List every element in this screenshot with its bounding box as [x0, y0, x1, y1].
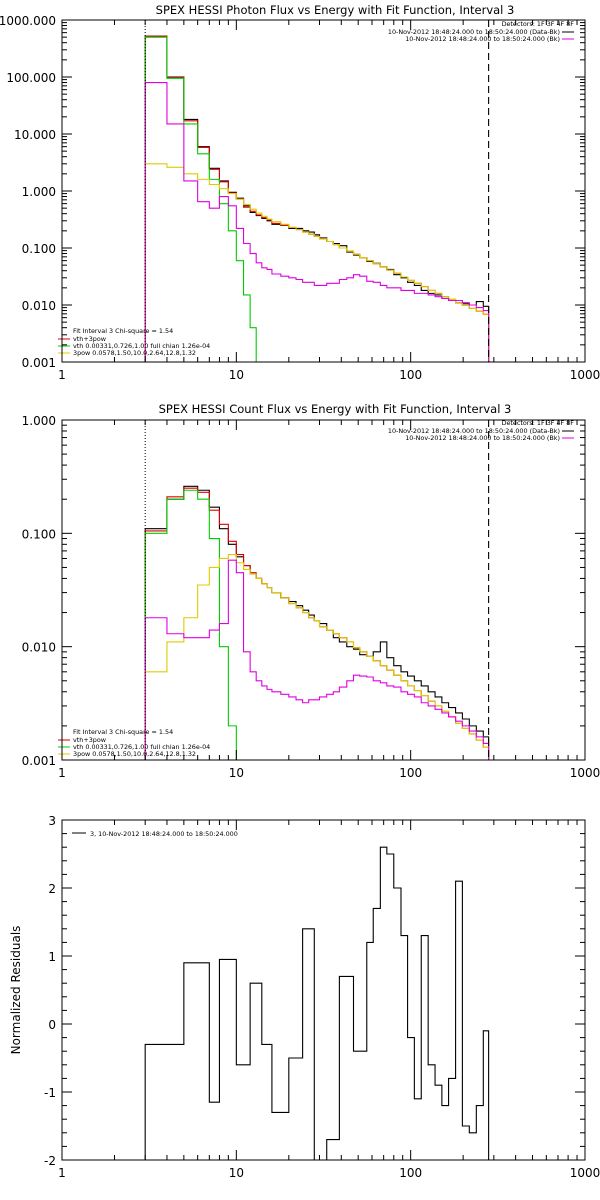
count-fit-legend-entry: vth+3pow — [58, 736, 106, 744]
count-header-legend-entry: 10-Nov-2012 18:48:24.000 to 18:50:24.000… — [405, 434, 574, 442]
count-fit-legend-title: Fit Interval 3 Chi-square = 1.54 — [73, 728, 173, 736]
residuals-x-tick-label: 100 — [399, 1166, 422, 1180]
photon-header-legend-entry: 10-Nov-2012 18:48:24.000 to 18:50:24.000… — [405, 35, 574, 43]
photon-header-legend-entry: 10-Nov-2012 18:48:24.000 to 18:50:24.000… — [388, 28, 574, 36]
count-fit-legend-entry: 3pow 0.0578,1.50,10.0,2.64,12.8,1.32 — [58, 750, 196, 758]
photon-y-tick-label: 1000.000 — [0, 14, 56, 28]
count-chart-title: SPEX HESSI Count Flux vs Energy with Fit… — [159, 402, 512, 416]
residuals-y-tick-label: 1 — [48, 950, 56, 964]
residuals-legend-entry: 3, 10-Nov-2012 18:48:24.000 to 18:50:24.… — [72, 830, 238, 838]
photon-series-3pow — [144, 163, 490, 362]
photon-detectors-label: Detectors: 1F 3F 4F 8F — [502, 20, 575, 28]
photon-fit-legend-entry: vth 0.00331,0.726,1.00 full chian 1.26e-… — [58, 342, 210, 350]
photon-axes-frame — [61, 19, 586, 363]
count-y-tick-label: 0.010 — [22, 641, 56, 655]
photon-flux-panel: SPEX HESSI Photon Flux vs Energy with Fi… — [0, 3, 600, 382]
count-header-legend-data-label: 10-Nov-2012 18:48:24.000 to 18:50:24.000… — [388, 427, 560, 435]
count-x-tick-label: 1 — [58, 766, 66, 780]
count-series-bk — [144, 559, 490, 760]
count-flux-panel: SPEX HESSI Count Flux vs Energy with Fit… — [22, 402, 600, 780]
residuals-y-tick-label: 0 — [48, 1018, 56, 1032]
residuals-y-tick-label: 3 — [48, 814, 56, 828]
residuals-x-tick-label: 1 — [58, 1166, 66, 1180]
photon-header-legend-bk-label: 10-Nov-2012 18:48:24.000 to 18:50:24.000… — [405, 35, 560, 43]
residuals-panel: Normalized Residuals 3, 10-Nov-2012 18:4… — [9, 814, 600, 1180]
count-header-legend-entry: 10-Nov-2012 18:48:24.000 to 18:50:24.000… — [388, 427, 574, 435]
photon-y-tick-label: 10.000 — [14, 128, 56, 142]
count-series-vth-3pow — [144, 487, 490, 760]
residuals-x-tick-label: 1000 — [570, 1166, 600, 1180]
count-header-legend-bk-label: 10-Nov-2012 18:48:24.000 to 18:50:24.000… — [405, 434, 560, 442]
count-series-vth — [144, 489, 244, 761]
count-fit-legend-entry: vth 0.00331,0.726,1.00 full chian 1.26e-… — [58, 743, 210, 751]
photon-series-data-bk — [144, 35, 490, 362]
count-fit-legend-3pow-label: 3pow 0.0578,1.50,10.0,2.64,12.8,1.32 — [73, 750, 196, 758]
count-fit-legend-total-label: vth+3pow — [73, 736, 106, 744]
residuals-series-group — [144, 846, 490, 1161]
count-y-tick-label: 0.100 — [22, 527, 56, 541]
count-detectors-label: Detectors: 1F 3F 4F 8F — [502, 419, 575, 427]
photon-fit-legend-vth-label: vth 0.00331,0.726,1.00 full chian 1.26e-… — [73, 342, 210, 350]
photon-y-tick-label: 1.000 — [22, 185, 56, 199]
count-series-data-bk — [144, 485, 490, 760]
photon-x-tick-label: 100 — [399, 368, 422, 382]
count-fit-legend-vth-label: vth 0.00331,0.726,1.00 full chian 1.26e-… — [73, 743, 210, 751]
residuals-series-residuals — [144, 846, 490, 1161]
residuals-y-axis-label: Normalized Residuals — [9, 926, 23, 1055]
photon-fit-legend-entry: 3pow 0.0578,1.50,10.0,2.64,12.8,1.32 — [58, 349, 196, 357]
count-series-3pow — [144, 553, 490, 760]
residuals-axes-frame — [61, 819, 586, 1161]
photon-series-bk — [144, 81, 490, 362]
photon-y-tick-label: 0.001 — [22, 356, 56, 370]
photon-header-legend-data-label: 10-Nov-2012 18:48:24.000 to 18:50:24.000… — [388, 28, 560, 36]
photon-series-vth-3pow — [144, 35, 490, 362]
count-series-group — [144, 485, 490, 761]
photon-y-tick-label: 100.000 — [6, 71, 56, 85]
photon-fit-legend-title: Fit Interval 3 Chi-square = 1.54 — [73, 327, 173, 335]
photon-x-tick-label: 1 — [58, 368, 66, 382]
count-y-tick-label: 0.001 — [22, 754, 56, 768]
photon-fit-legend-entry: vth+3pow — [58, 335, 106, 343]
residuals-y-tick-label: -2 — [44, 1154, 56, 1168]
photon-y-tick-label: 0.100 — [22, 242, 56, 256]
photon-fit-legend-total-label: vth+3pow — [73, 335, 106, 343]
count-x-tick-label: 100 — [399, 766, 422, 780]
photon-fit-legend-3pow-label: 3pow 0.0578,1.50,10.0,2.64,12.8,1.32 — [73, 349, 196, 357]
count-x-tick-label: 1000 — [570, 766, 600, 780]
residuals-y-tick-label: -1 — [44, 1086, 56, 1100]
photon-x-tick-label: 1000 — [570, 368, 600, 382]
count-y-tick-label: 1.000 — [22, 414, 56, 428]
photon-series-group — [144, 35, 490, 363]
photon-series-vth — [144, 36, 262, 363]
photon-chart-title: SPEX HESSI Photon Flux vs Energy with Fi… — [156, 3, 515, 17]
residuals-x-tick-label: 10 — [229, 1166, 244, 1180]
residuals-y-tick-label: 2 — [48, 882, 56, 896]
residuals-legend-label: 3, 10-Nov-2012 18:48:24.000 to 18:50:24.… — [90, 830, 238, 838]
count-x-tick-label: 10 — [229, 766, 244, 780]
photon-x-tick-label: 10 — [229, 368, 244, 382]
count-axes-frame — [61, 419, 586, 761]
photon-y-tick-label: 0.010 — [22, 299, 56, 313]
